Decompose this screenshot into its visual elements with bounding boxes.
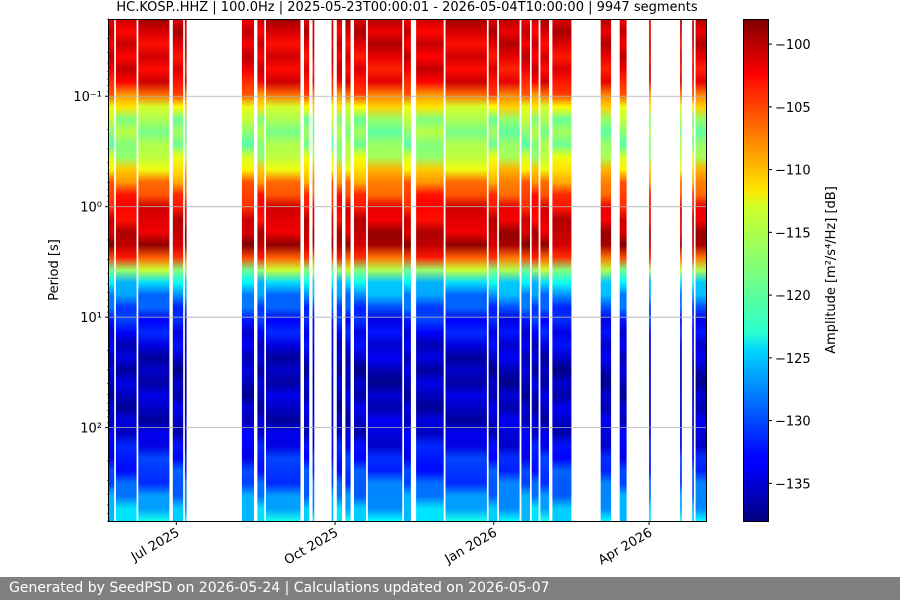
x-tick-label: Jul 2025 (128, 525, 182, 565)
data-segment (312, 19, 315, 521)
colorbar-ticks: −100 −105 −110 −115 −120 −125 −130 −135 (768, 38, 811, 492)
data-segment (266, 19, 301, 521)
data-segment (184, 19, 187, 521)
colorbar-tick-label: −115 (775, 226, 811, 241)
data-segment (445, 19, 487, 521)
colorbar-tick-label: −110 (775, 164, 811, 179)
x-tick-label: Jan 2026 (442, 525, 500, 567)
colorbar-frame (743, 19, 769, 522)
y-tick-label: 10¹ (80, 311, 102, 326)
data-segment (521, 19, 530, 521)
data-segment (649, 19, 651, 521)
colorbar-label: Amplitude [m²/s⁴/Hz] [dB] (824, 186, 839, 354)
data-segment (680, 19, 682, 521)
data-segment (345, 19, 351, 521)
y-axis: 10⁻¹ 10⁰ 10¹ 10² (73, 18, 109, 522)
data-segment (619, 19, 627, 521)
data-segment (109, 19, 115, 521)
data-segment (540, 19, 549, 521)
data-segment (304, 19, 310, 521)
data-segment (600, 19, 612, 521)
data-segment (531, 19, 539, 521)
data-segment (367, 19, 403, 521)
data-segment (488, 19, 498, 521)
x-axis: Jul 2025 Oct 2025 Jan 2026 Apr 2026 (128, 521, 655, 568)
colorbar-tick-label: −105 (775, 101, 811, 116)
colorbar (743, 19, 768, 521)
y-tick-label: 10⁻¹ (73, 90, 102, 105)
data-segment (115, 19, 137, 521)
data-segment (416, 19, 444, 521)
x-tick-label: Oct 2025 (282, 525, 341, 568)
data-segment (138, 19, 170, 521)
y-axis-label: Period [s] (47, 239, 62, 301)
plot-frame (108, 19, 707, 522)
data-segment (695, 19, 706, 521)
colorbar-tick-label: −125 (775, 352, 811, 367)
y-tick-label: 10⁰ (80, 201, 102, 216)
footer-bar: Generated by SeedPSD on 2026-05-24 | Cal… (0, 577, 900, 600)
colorbar-tick-label: −135 (775, 477, 811, 492)
data-segment (331, 19, 334, 521)
colorbar-tick-label: −100 (775, 38, 811, 53)
plot-area (109, 19, 706, 521)
colorbar-tick-label: −130 (775, 415, 811, 430)
data-segment (257, 19, 265, 521)
data-segment (404, 19, 411, 521)
data-segment (172, 19, 184, 521)
x-tick-label: Apr 2026 (596, 525, 655, 568)
data-segment (241, 19, 254, 521)
data-segment (354, 19, 367, 521)
data-segment (552, 19, 572, 521)
colorbar-tick-label: −120 (775, 289, 811, 304)
data-segment (692, 19, 694, 521)
y-tick-label: 10² (80, 422, 102, 437)
data-segment (336, 19, 342, 521)
data-segment (498, 19, 520, 521)
gridlines (109, 95, 706, 429)
chart-title: HC.KOSP..HHZ | 100.0Hz | 2025-05-23T00:0… (116, 0, 698, 15)
